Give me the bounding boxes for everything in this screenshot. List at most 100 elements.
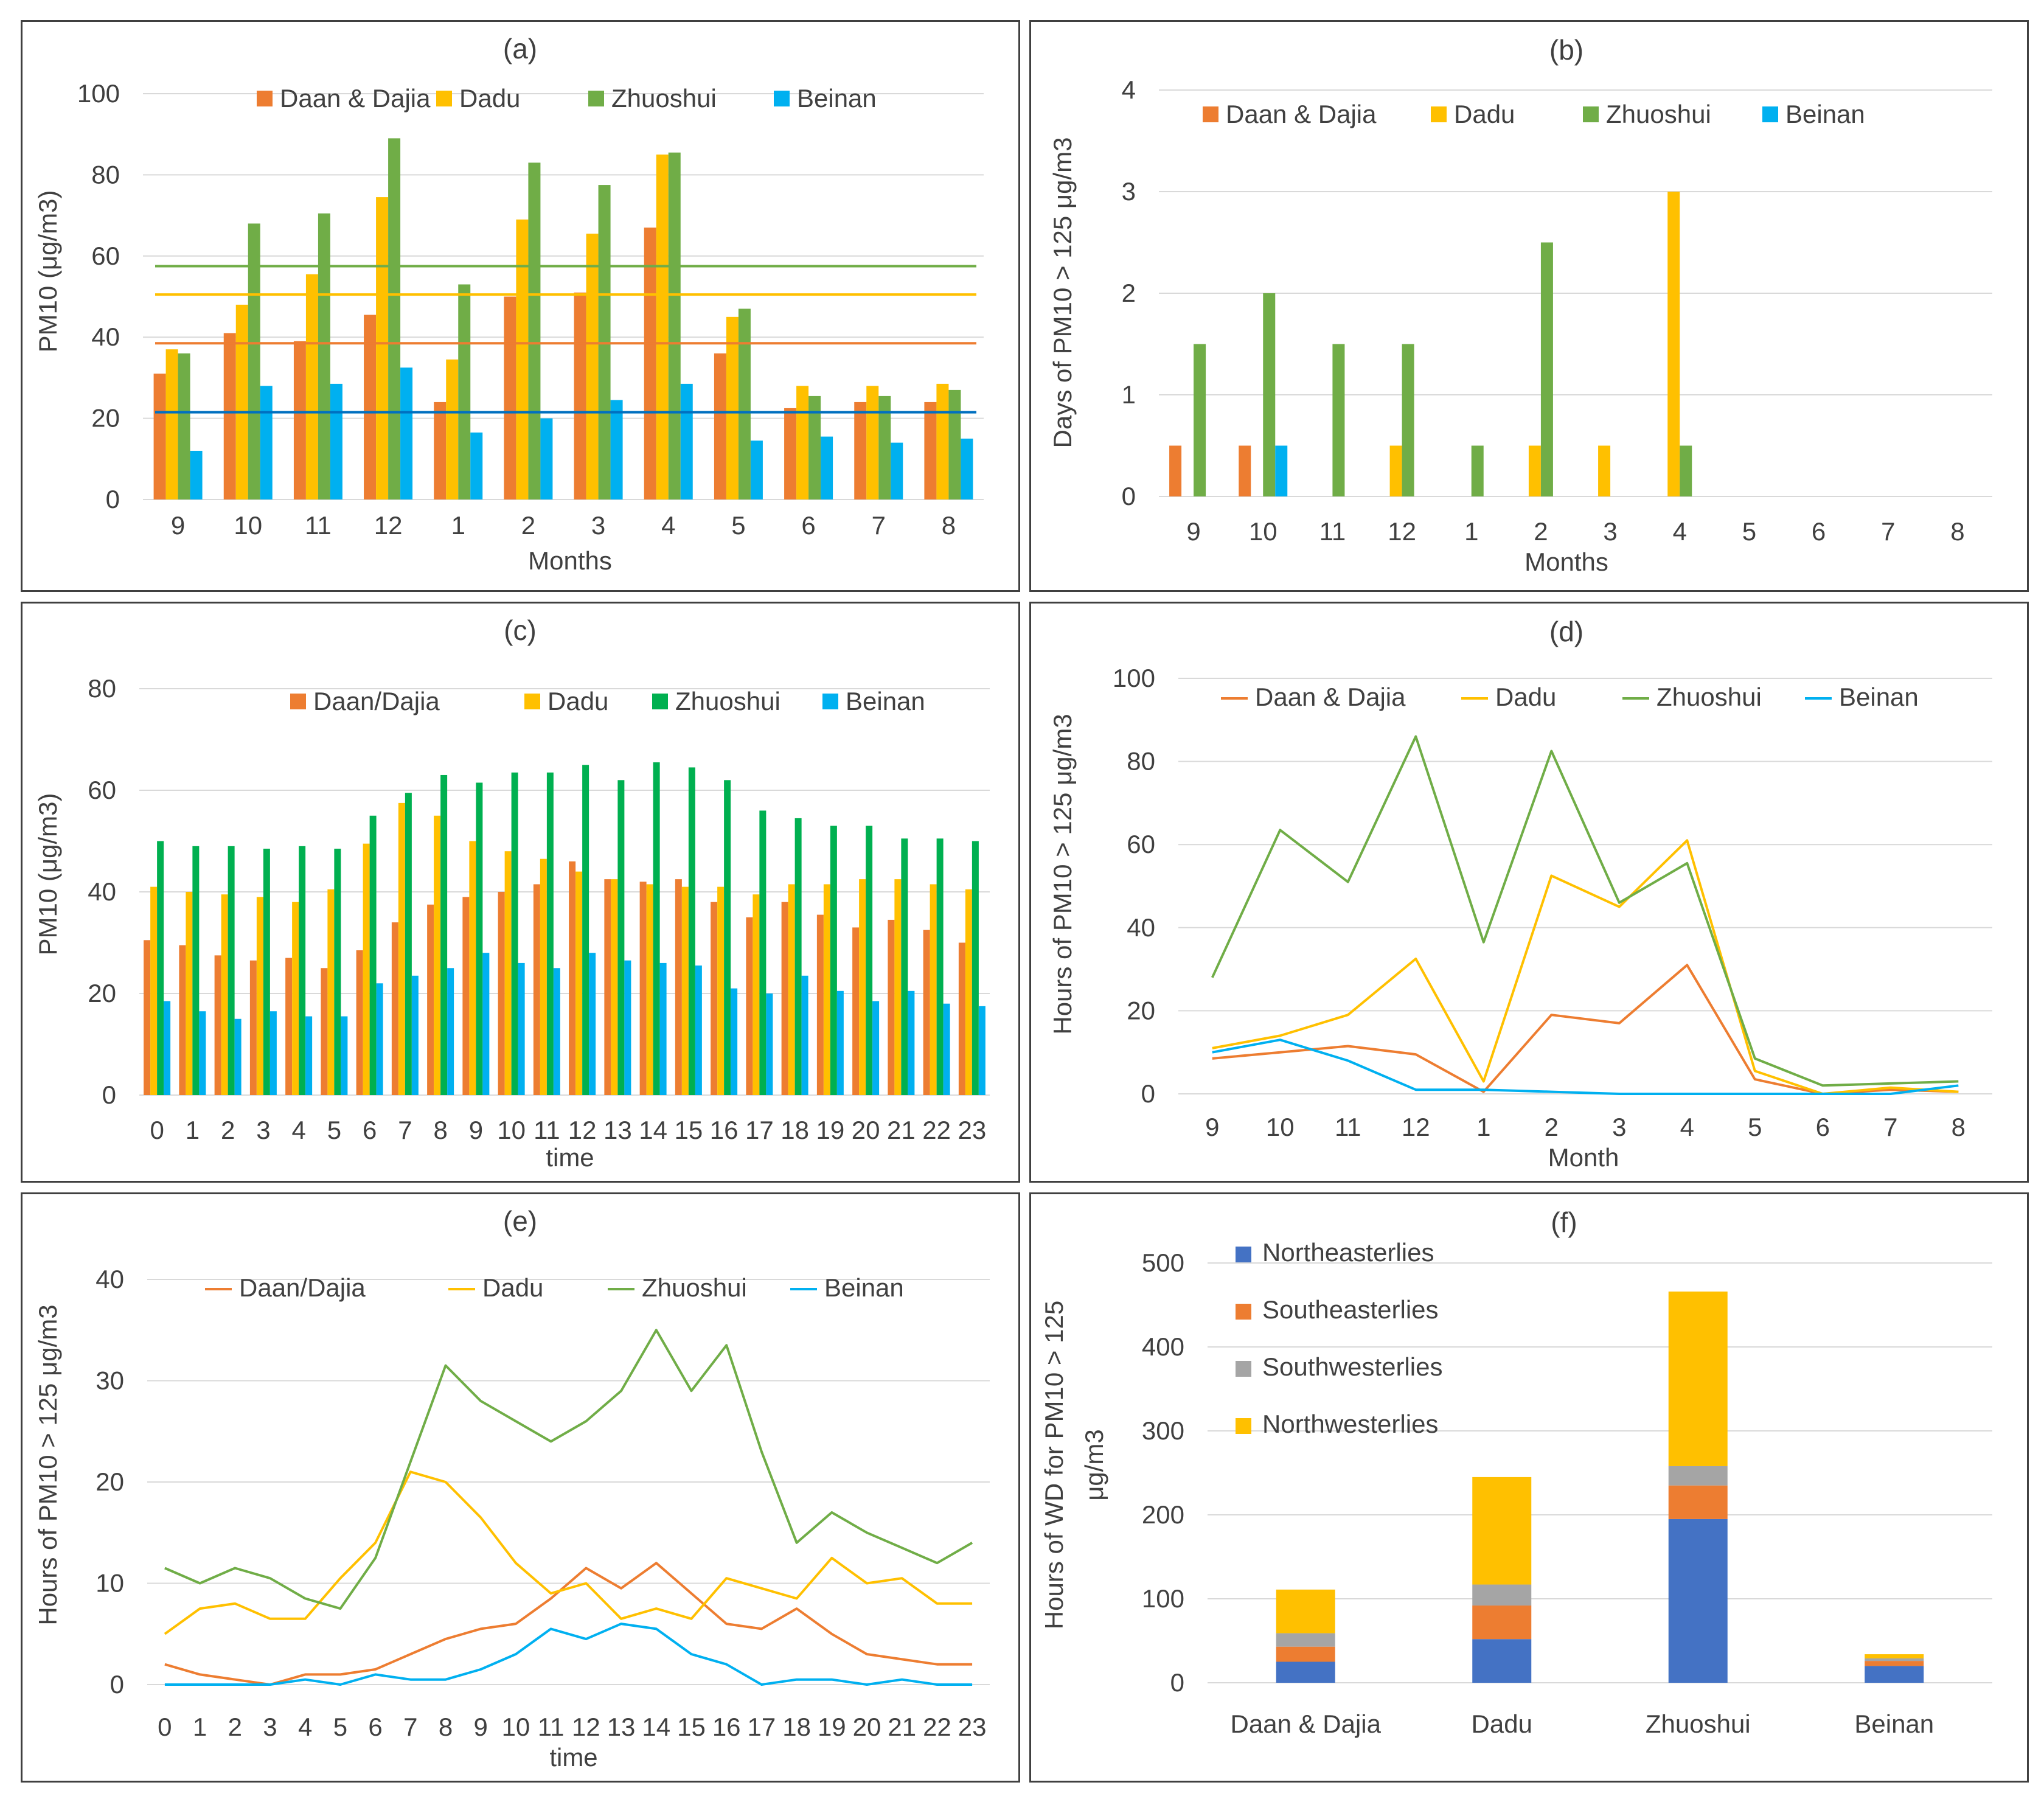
bar: [504, 296, 516, 499]
bar: [695, 965, 702, 1095]
bar: [293, 341, 306, 499]
bar: [533, 884, 540, 1095]
legend-label: Daan/Dajia: [239, 1273, 366, 1302]
bar: [908, 990, 915, 1095]
bar: [891, 442, 903, 499]
bar: [446, 359, 459, 499]
x-tick-label: 4: [661, 511, 675, 540]
legend-swatch: [1236, 1304, 1251, 1320]
bar: [334, 849, 341, 1095]
x-tick-label: 4: [291, 1116, 305, 1144]
bar: [1194, 344, 1206, 496]
bar: [518, 962, 525, 1095]
bar: [199, 1011, 206, 1095]
x-tick-label: 8: [439, 1713, 453, 1741]
bar: [574, 292, 586, 499]
x-axis-label: Months: [528, 546, 612, 575]
x-tick-label: 9: [171, 511, 185, 540]
series-line: [1212, 839, 1959, 1095]
bar: [888, 919, 895, 1095]
chart-title: (e): [503, 1205, 537, 1237]
bar: [801, 975, 808, 1095]
bar: [458, 284, 471, 499]
legend-swatch: [1236, 1247, 1251, 1262]
bar-segment: [1865, 1658, 1924, 1661]
series-line: [1211, 735, 1959, 1087]
legend-label: Southwesterlies: [1262, 1352, 1442, 1381]
bar: [235, 304, 248, 499]
bar: [1598, 445, 1611, 496]
bar: [405, 793, 412, 1095]
bar: [192, 846, 200, 1095]
x-tick-label: 8: [1952, 1113, 1966, 1141]
bar-segment: [1276, 1633, 1335, 1647]
legend-swatch: [652, 694, 668, 709]
legend-label: Beinan: [846, 687, 925, 715]
bar: [186, 892, 193, 1095]
x-tick-label: 14: [642, 1713, 670, 1741]
x-tick-label: 7: [403, 1713, 417, 1741]
bar: [659, 962, 667, 1095]
bar: [878, 395, 891, 499]
bar: [731, 988, 738, 1095]
x-tick-label: 8: [942, 511, 956, 540]
bar: [965, 889, 972, 1095]
y-tick-label: 0: [102, 1080, 116, 1109]
bar: [961, 438, 973, 499]
bar-segment: [1276, 1646, 1335, 1662]
bar: [866, 386, 879, 499]
x-tick-label: 6: [1816, 1113, 1830, 1141]
bar: [668, 152, 681, 500]
bar: [476, 782, 483, 1095]
legend-label: Daan & Dajia: [1255, 683, 1406, 711]
bar-segment: [1865, 1666, 1924, 1683]
bar: [688, 767, 695, 1095]
bar: [248, 223, 260, 499]
bar-segment: [1668, 1466, 1728, 1486]
x-tick-label: 10: [234, 511, 262, 540]
legend-label: Dadu: [482, 1273, 543, 1302]
bar: [318, 213, 330, 499]
y-tick-label: 20: [96, 1467, 124, 1496]
legend-swatch: [1236, 1418, 1251, 1434]
legend-swatch: [257, 91, 273, 106]
x-tick-label: 4: [1680, 1113, 1694, 1141]
legend-label: Beinan: [1839, 683, 1919, 711]
bar: [746, 917, 753, 1095]
x-tick-label: 10: [1249, 517, 1278, 546]
bar: [943, 1003, 950, 1095]
legend-label: Southeasterlies: [1262, 1295, 1439, 1324]
bar: [808, 395, 821, 499]
bar: [936, 383, 949, 499]
y-tick-label: 3: [1122, 177, 1136, 206]
x-tick-label: 5: [1748, 1113, 1762, 1141]
legend-label: Daan & Dajia: [1226, 100, 1377, 128]
bar: [1389, 445, 1402, 496]
bar: [794, 818, 802, 1095]
y-tick-label: 0: [106, 485, 120, 513]
x-tick-label: 20: [853, 1713, 881, 1741]
bar: [305, 274, 318, 499]
bar: [214, 955, 221, 1095]
bar: [894, 879, 902, 1095]
legend-label: Dadu: [1495, 683, 1556, 711]
x-tick-label: 7: [1881, 517, 1895, 546]
y-tick-label: 60: [91, 242, 120, 270]
bar: [781, 902, 788, 1095]
bar: [150, 886, 158, 1095]
bar: [221, 894, 228, 1095]
bar: [411, 975, 419, 1095]
bar: [589, 953, 596, 1095]
bar: [644, 228, 656, 499]
x-tick-label: 9: [474, 1713, 488, 1741]
series-line: [1212, 964, 1959, 1095]
bar: [823, 884, 830, 1095]
x-tick-label: 3: [263, 1713, 277, 1741]
x-tick-label: 8: [433, 1116, 447, 1144]
bar: [553, 968, 560, 1095]
x-tick-label: 1: [186, 1116, 200, 1144]
x-tick-label: 11: [1335, 1113, 1361, 1141]
x-tick-label: 3: [1603, 517, 1617, 546]
bar: [972, 841, 979, 1095]
bar: [1263, 293, 1276, 496]
